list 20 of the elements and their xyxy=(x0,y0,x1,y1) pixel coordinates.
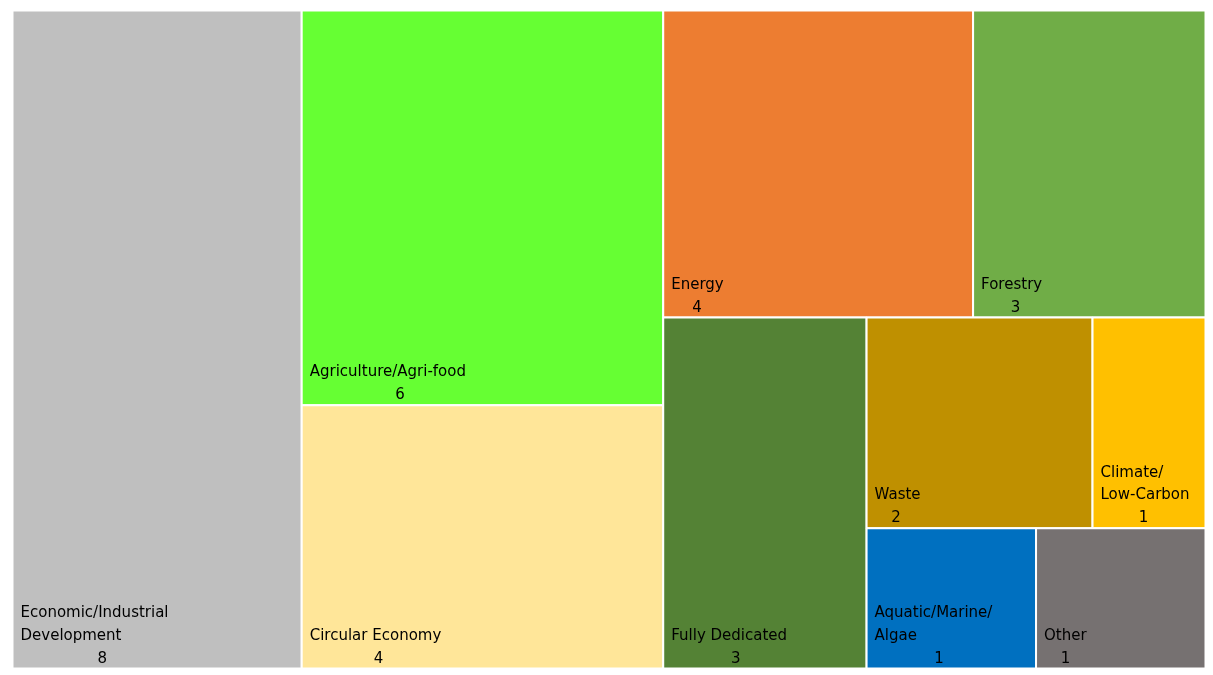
data-label: 2 xyxy=(891,508,901,527)
data-label: 4 xyxy=(373,648,384,667)
data-label: 1 xyxy=(1138,508,1149,527)
data-label: 1 xyxy=(934,648,944,667)
data-label: 3 xyxy=(1010,297,1021,316)
data-label: 8 xyxy=(97,648,107,667)
category-label: Waste xyxy=(874,485,921,504)
category-label: Climate/Low-Carbon xyxy=(1100,462,1190,504)
data-label: 3 xyxy=(730,648,741,667)
category-label: Energy xyxy=(671,274,724,293)
data-label: 4 xyxy=(692,297,702,316)
category-label: Aquatic/Marine/Algae xyxy=(874,603,994,644)
category-label: Circular Economy xyxy=(309,625,442,644)
category-label: Fully Dedicated xyxy=(671,625,788,644)
data-label: 1 xyxy=(1060,648,1071,667)
category-label: Other xyxy=(1044,625,1088,644)
category-label: Forestry xyxy=(981,274,1043,293)
data-label: 6 xyxy=(395,385,405,404)
category-label: Agriculture/Agri-food xyxy=(309,362,466,381)
category-label: Economic/Industrial Development xyxy=(20,603,169,644)
